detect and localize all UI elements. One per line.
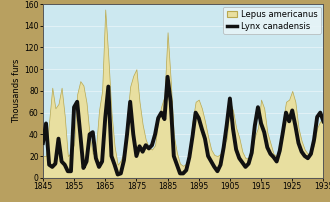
Legend: Lepus americanus, Lynx canadensis: Lepus americanus, Lynx canadensis	[223, 6, 321, 34]
Y-axis label: Thousands furs: Thousands furs	[13, 59, 21, 123]
